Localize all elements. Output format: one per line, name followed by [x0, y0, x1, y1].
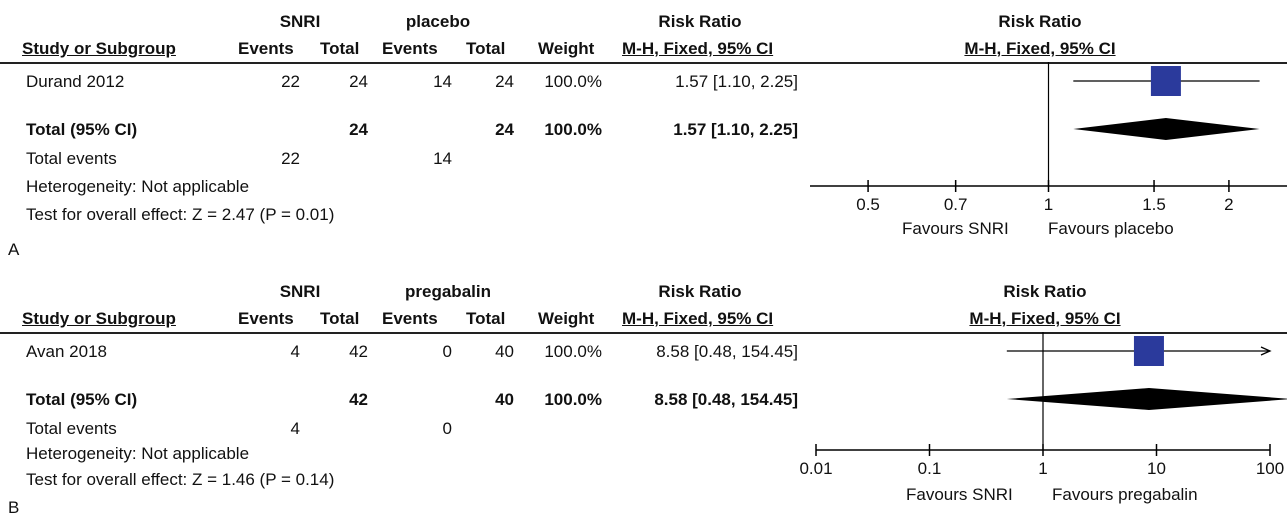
study-ci-text: 8.58 [0.48, 154.45]: [656, 342, 798, 361]
column-header-ctl-events: Events: [382, 309, 438, 328]
column-header-ctl-events: Events: [382, 39, 438, 58]
study-exp-total: 42: [349, 342, 368, 361]
heterogeneity-text: Heterogeneity: Not applicable: [26, 444, 250, 463]
ci-arrow-right: [1260, 346, 1272, 356]
total-events-exp: 4: [290, 419, 300, 438]
study-ctl-events: 14: [433, 72, 452, 91]
x-tick-label: 1: [1044, 195, 1053, 214]
favours-right-label: Favours pregabalin: [1052, 485, 1198, 504]
x-tick-label: 2: [1224, 195, 1233, 214]
study-name: Durand 2012: [26, 72, 125, 91]
x-tick-label: 0.7: [944, 195, 968, 214]
overall-effect-text: Test for overall effect: Z = 1.46 (P = 0…: [26, 470, 335, 489]
effect-header: Risk Ratio: [658, 12, 742, 31]
total-events-ctl: 14: [433, 149, 452, 168]
group-header-experimental: SNRI: [279, 282, 321, 301]
panel-label-b: B: [8, 498, 20, 517]
total-ci-text: 1.57 [1.10, 2.25]: [673, 120, 798, 139]
study-weight: 100.0%: [544, 342, 602, 361]
plot-effect-header: Risk Ratio: [998, 12, 1082, 31]
favours-left-label: Favours SNRI: [906, 485, 1013, 504]
study-box: [1133, 336, 1164, 366]
x-tick-label: 1: [1038, 459, 1047, 478]
group-header-control: pregabalin: [405, 282, 491, 301]
total-ctl-total: 40: [495, 390, 514, 409]
study-ctl-events: 0: [442, 342, 452, 361]
total-ci-text: 8.58 [0.48, 154.45]: [654, 390, 798, 409]
x-tick-label: 1.5: [1142, 195, 1166, 214]
total-events-label: Total events: [26, 149, 117, 168]
total-label: Total (95% CI): [26, 390, 138, 409]
x-tick-label: 10: [1147, 459, 1166, 478]
study-weight: 100.0%: [544, 72, 602, 91]
total-exp-total: 24: [349, 120, 368, 139]
total-events-label: Total events: [26, 419, 117, 438]
total-events-exp: 22: [281, 149, 300, 168]
column-header-weight: Weight: [538, 309, 595, 328]
group-header-experimental: SNRI: [279, 12, 321, 31]
total-exp-total: 42: [349, 390, 368, 409]
column-header-exp-total: Total: [320, 39, 360, 58]
total-events-ctl: 0: [442, 419, 452, 438]
column-header-ci: M-H, Fixed, 95% CI: [622, 39, 774, 58]
column-header-study: Study or Subgroup: [22, 39, 176, 58]
plot-method-header: M-H, Fixed, 95% CI: [969, 309, 1121, 328]
overall-effect-text: Test for overall effect: Z = 2.47 (P = 0…: [26, 205, 335, 224]
study-box: [1150, 66, 1181, 96]
column-header-ctl-total: Total: [466, 309, 506, 328]
forest-plot-panel-b: SNRI pregabalin Risk Ratio Risk Ratio St…: [0, 260, 1287, 520]
x-tick-label: 0.01: [799, 459, 832, 478]
forest-plot-a: 0.5 0.7 1 1.5 2: [810, 62, 1287, 214]
total-ctl-total: 24: [495, 120, 514, 139]
plot-effect-header: Risk Ratio: [1003, 282, 1087, 301]
column-header-exp-total: Total: [320, 309, 360, 328]
study-name: Avan 2018: [26, 342, 107, 361]
total-weight: 100.0%: [544, 120, 602, 139]
header-rule: [0, 62, 1287, 64]
study-exp-events: 4: [290, 342, 300, 361]
study-exp-total: 24: [349, 72, 368, 91]
column-header-study: Study or Subgroup: [22, 309, 176, 328]
study-ctl-total: 40: [495, 342, 514, 361]
forest-plot-b: 0.01 0.1 1 10 100: [799, 332, 1287, 478]
x-tick-label: 0.5: [856, 195, 880, 214]
study-ci-text: 1.57 [1.10, 2.25]: [675, 72, 798, 91]
plot-method-header: M-H, Fixed, 95% CI: [964, 39, 1116, 58]
panel-label-a: A: [8, 240, 20, 259]
column-header-exp-events: Events: [238, 309, 294, 328]
study-ctl-total: 24: [495, 72, 514, 91]
column-header-ci: M-H, Fixed, 95% CI: [622, 309, 774, 328]
group-header-control: placebo: [405, 12, 471, 31]
column-header-exp-events: Events: [238, 39, 294, 58]
x-tick-label: 100: [1256, 459, 1284, 478]
column-header-ctl-total: Total: [466, 39, 506, 58]
effect-header: Risk Ratio: [658, 282, 742, 301]
forest-plot-panel-a: SNRI placebo Risk Ratio Risk Ratio Study…: [0, 12, 1287, 259]
total-weight: 100.0%: [544, 390, 602, 409]
header-rule: [0, 332, 1287, 334]
column-header-weight: Weight: [538, 39, 595, 58]
pooled-diamond: [1073, 118, 1260, 140]
favours-right-label: Favours placebo: [1048, 219, 1174, 238]
favours-left-label: Favours SNRI: [902, 219, 1009, 238]
heterogeneity-text: Heterogeneity: Not applicable: [26, 177, 250, 196]
pooled-diamond: [1006, 388, 1287, 410]
total-label: Total (95% CI): [26, 120, 138, 139]
study-exp-events: 22: [281, 72, 300, 91]
x-tick-label: 0.1: [918, 459, 942, 478]
